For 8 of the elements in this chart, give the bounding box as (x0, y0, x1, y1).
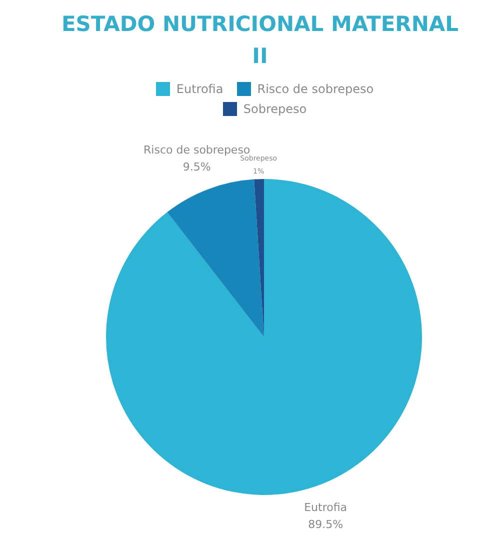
data-label: 89.5% (308, 518, 344, 532)
slice-label: Risco de sobrepeso (144, 144, 250, 157)
legend-label: Eutrofia (176, 82, 224, 96)
data-label: 9.5% (182, 160, 211, 174)
legend-label: Sobrepeso (243, 102, 307, 116)
legend-label: Risco de sobrepeso (257, 82, 374, 96)
chart-title: ESTADO NUTRICIONAL MATERNAL II (60, 11, 460, 70)
slice-label: Eutrofia (304, 501, 348, 514)
